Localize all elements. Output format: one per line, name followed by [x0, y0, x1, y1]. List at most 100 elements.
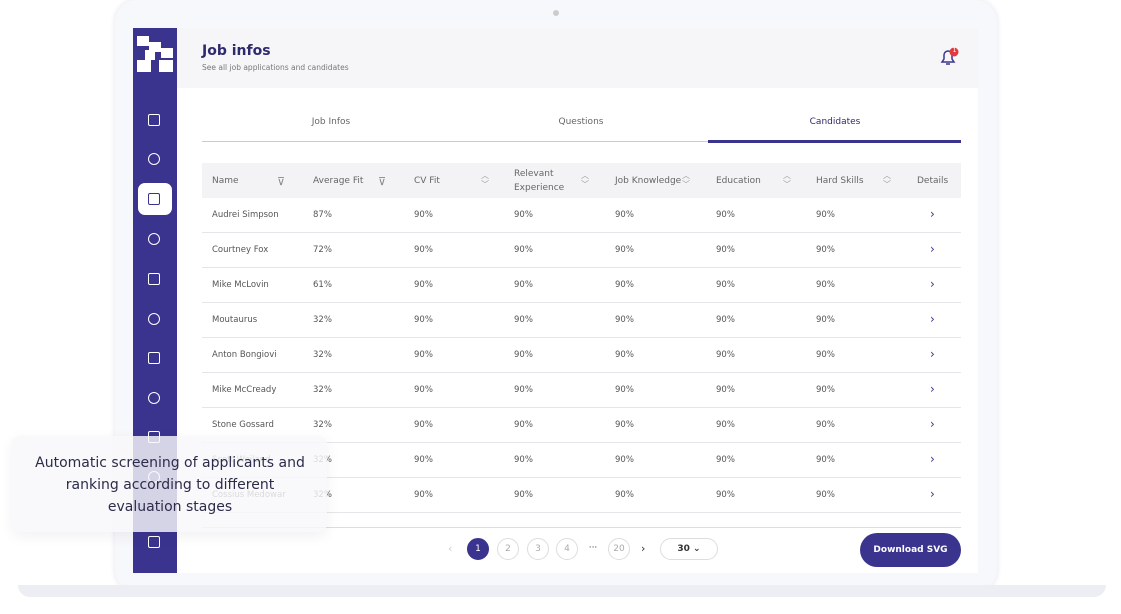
table-cell: 90%: [414, 350, 433, 360]
page-number[interactable]: 1: [467, 538, 489, 560]
column-header: Name: [212, 176, 239, 186]
details-arrow[interactable]: ›: [930, 242, 935, 256]
row-divider: [202, 302, 961, 303]
sidebar-icon[interactable]: [148, 273, 160, 285]
page-number[interactable]: 4: [556, 538, 578, 560]
tab[interactable]: Job Infos: [311, 117, 351, 127]
table-cell: 90%: [514, 280, 533, 290]
laptop-base: [18, 585, 1106, 597]
table-cell: 90%: [514, 385, 533, 395]
footer-line: [202, 527, 961, 528]
table-cell: 61%: [313, 280, 332, 290]
table-cell: 90%: [615, 315, 634, 325]
logo: [137, 36, 173, 72]
sidebar-icon[interactable]: [148, 352, 160, 364]
row-divider: [202, 337, 961, 338]
table-cell: 32%: [313, 420, 332, 430]
sidebar-icon[interactable]: [148, 153, 160, 165]
header-bar: [177, 28, 978, 88]
row-divider: [202, 477, 961, 478]
page-number[interactable]: 20: [608, 538, 630, 560]
table-cell: 90%: [514, 210, 533, 220]
column-header: Average Fit: [313, 176, 364, 186]
sort-icon[interactable]: ︿ ﹀: [481, 171, 489, 189]
page-subtitle: See all job applications and candidates: [202, 63, 349, 72]
table-cell: 90%: [816, 455, 835, 465]
column-header: Hard Skills: [816, 176, 864, 186]
table-cell: 32%: [313, 350, 332, 360]
details-arrow[interactable]: ›: [930, 347, 935, 361]
table-cell: 90%: [615, 385, 634, 395]
table-cell: 90%: [816, 350, 835, 360]
details-arrow[interactable]: ›: [930, 487, 935, 501]
details-arrow[interactable]: ›: [930, 207, 935, 221]
table-cell: 90%: [514, 420, 533, 430]
next-arrow[interactable]: ›: [641, 542, 646, 555]
table-cell: 90%: [716, 245, 735, 255]
table-cell: 90%: [615, 455, 634, 465]
details-arrow[interactable]: ›: [930, 277, 935, 291]
table-cell: 90%: [816, 210, 835, 220]
page-number[interactable]: 3: [527, 538, 549, 560]
sort-icon[interactable]: ︿ ﹀: [883, 171, 891, 189]
table-cell: Anton Bongiovi: [212, 350, 277, 360]
table-cell: 90%: [414, 245, 433, 255]
download-button[interactable]: Download SVG: [860, 533, 961, 567]
row-divider: [202, 407, 961, 408]
row-divider: [202, 442, 961, 443]
tab[interactable]: Questions: [558, 117, 604, 127]
table-cell: Mike McLovin: [212, 280, 269, 290]
table-cell: Mike McCready: [212, 385, 277, 395]
details-arrow[interactable]: ›: [930, 382, 935, 396]
table-cell: 90%: [716, 280, 735, 290]
table-cell: 90%: [414, 455, 433, 465]
details-arrow[interactable]: ›: [930, 417, 935, 431]
table-cell: 90%: [615, 280, 634, 290]
table-cell: Courtney Fox: [212, 245, 269, 255]
table-cell: 90%: [716, 455, 735, 465]
sort-icon[interactable]: ︿ ﹀: [581, 171, 589, 189]
details-arrow[interactable]: ›: [930, 312, 935, 326]
table-cell: 90%: [816, 245, 835, 255]
row-divider: [202, 267, 961, 268]
caption-box: [12, 436, 327, 532]
column-header: Relevant Experience: [514, 169, 565, 193]
table-cell: 90%: [414, 385, 433, 395]
sidebar-icon[interactable]: [148, 536, 160, 548]
table-cell: 90%: [716, 490, 735, 500]
table-cell: 90%: [816, 490, 835, 500]
row-divider: [202, 372, 961, 373]
sort-icon[interactable]: ︿ ﹀: [682, 171, 690, 189]
camera: [553, 10, 559, 16]
table-cell: 90%: [414, 490, 433, 500]
table-cell: Stone Gossard: [212, 420, 274, 430]
sidebar-icon[interactable]: [148, 114, 160, 126]
column-header: Education: [716, 176, 761, 186]
sidebar-icon[interactable]: [148, 392, 160, 404]
tab[interactable]: Candidates: [809, 117, 861, 127]
page-size-value: 30: [677, 544, 690, 554]
table-cell: 90%: [615, 420, 634, 430]
row-divider: [202, 232, 961, 233]
table-cell: 90%: [716, 385, 735, 395]
page-size[interactable]: 30 ⌄: [660, 538, 718, 560]
prev-arrow[interactable]: ‹: [448, 542, 453, 555]
filter-icon[interactable]: ⊽: [277, 175, 286, 188]
table-cell: 90%: [514, 455, 533, 465]
page-number[interactable]: 2: [497, 538, 519, 560]
bell-icon[interactable]: [938, 46, 960, 68]
caption: Automatic screening of applicants and ra…: [35, 455, 305, 515]
sidebar-icon[interactable]: [148, 193, 160, 205]
sidebar-icon[interactable]: [148, 233, 160, 245]
sidebar-icon[interactable]: [148, 313, 160, 325]
tab-active-line: [708, 140, 961, 143]
column-header: CV Fit: [414, 176, 440, 186]
details-arrow[interactable]: ›: [930, 452, 935, 466]
sort-icon[interactable]: ︿ ﹀: [783, 171, 791, 189]
table-cell: 90%: [716, 350, 735, 360]
table-cell: 90%: [514, 245, 533, 255]
filter-icon[interactable]: ⊽: [378, 175, 387, 188]
sidebar-active: [138, 183, 172, 215]
table-cell: Audrei Simpson: [212, 210, 279, 220]
table-cell: Moutaurus: [212, 315, 258, 325]
